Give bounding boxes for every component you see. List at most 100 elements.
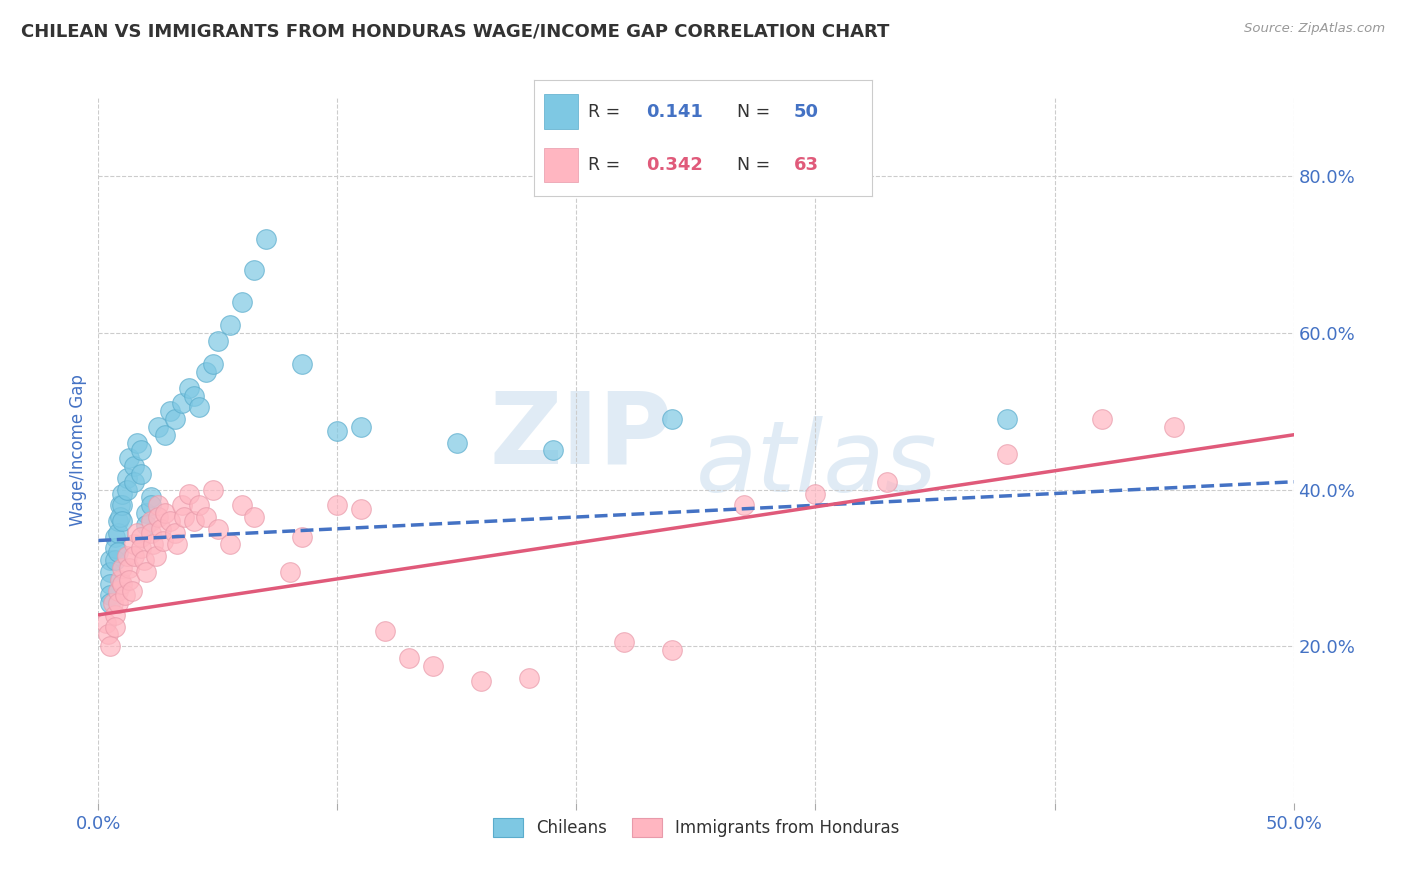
Point bbox=[661, 412, 683, 426]
Point bbox=[326, 424, 349, 438]
Text: R =: R = bbox=[588, 156, 626, 174]
Point bbox=[132, 553, 155, 567]
Point bbox=[98, 596, 122, 610]
Point bbox=[195, 510, 218, 524]
Point bbox=[124, 475, 146, 489]
Point bbox=[104, 553, 127, 567]
Point bbox=[131, 467, 153, 481]
Point bbox=[661, 643, 683, 657]
Point bbox=[155, 506, 177, 520]
Point bbox=[173, 510, 195, 524]
Point bbox=[139, 498, 162, 512]
Point bbox=[278, 565, 301, 579]
Point bbox=[142, 537, 165, 551]
Point bbox=[107, 545, 129, 559]
Text: 0.342: 0.342 bbox=[645, 156, 703, 174]
Point bbox=[108, 573, 131, 587]
Text: Source: ZipAtlas.com: Source: ZipAtlas.com bbox=[1244, 22, 1385, 36]
Point bbox=[163, 412, 186, 426]
Point bbox=[243, 510, 266, 524]
Point bbox=[326, 498, 349, 512]
Point bbox=[107, 584, 129, 599]
Point bbox=[98, 588, 122, 602]
Point bbox=[108, 498, 131, 512]
Point bbox=[111, 576, 134, 591]
Point bbox=[121, 584, 143, 599]
Point bbox=[98, 639, 122, 653]
Point bbox=[125, 435, 148, 450]
Point bbox=[1091, 412, 1114, 426]
Text: atlas: atlas bbox=[696, 416, 938, 513]
Point bbox=[118, 561, 141, 575]
Point bbox=[172, 396, 194, 410]
Point bbox=[1163, 420, 1185, 434]
Point bbox=[94, 615, 117, 630]
Point bbox=[733, 498, 755, 512]
Point bbox=[995, 412, 1018, 426]
Point bbox=[995, 447, 1018, 461]
Point bbox=[111, 486, 134, 500]
Point bbox=[131, 443, 153, 458]
Bar bbox=[544, 147, 578, 182]
Point bbox=[155, 427, 177, 442]
Text: 50: 50 bbox=[794, 103, 820, 120]
Point bbox=[163, 525, 186, 540]
Text: ZIP: ZIP bbox=[489, 388, 672, 485]
Point bbox=[104, 607, 127, 622]
Point bbox=[202, 357, 225, 371]
Point bbox=[124, 549, 146, 564]
Point bbox=[291, 530, 314, 544]
Point bbox=[231, 498, 253, 512]
Point bbox=[111, 514, 134, 528]
Point bbox=[207, 522, 229, 536]
Point bbox=[135, 565, 157, 579]
Point bbox=[115, 471, 138, 485]
Bar bbox=[544, 95, 578, 129]
Point bbox=[98, 553, 122, 567]
Point bbox=[179, 486, 201, 500]
Point bbox=[446, 435, 468, 450]
Point bbox=[195, 365, 218, 379]
Point bbox=[107, 525, 129, 540]
Point bbox=[243, 263, 266, 277]
Point bbox=[107, 514, 129, 528]
Point bbox=[254, 232, 277, 246]
Point bbox=[101, 596, 124, 610]
Point bbox=[804, 486, 827, 500]
Point bbox=[135, 517, 157, 532]
Point bbox=[131, 541, 153, 556]
Point bbox=[124, 537, 146, 551]
Point bbox=[139, 491, 162, 505]
Point bbox=[159, 514, 181, 528]
Point bbox=[125, 525, 148, 540]
Point bbox=[179, 381, 201, 395]
Point bbox=[98, 565, 122, 579]
Point bbox=[541, 443, 564, 458]
Text: N =: N = bbox=[737, 156, 776, 174]
Point bbox=[350, 420, 373, 434]
Point bbox=[104, 530, 127, 544]
Text: N =: N = bbox=[737, 103, 776, 120]
Point bbox=[183, 514, 205, 528]
Point bbox=[139, 514, 162, 528]
Point bbox=[98, 576, 122, 591]
Point bbox=[124, 459, 146, 474]
Point bbox=[148, 420, 170, 434]
Point bbox=[187, 498, 209, 512]
Point bbox=[149, 522, 172, 536]
Point bbox=[108, 510, 131, 524]
Point bbox=[115, 483, 138, 497]
Point bbox=[219, 537, 242, 551]
Text: R =: R = bbox=[588, 103, 626, 120]
Point bbox=[148, 510, 170, 524]
Point bbox=[159, 404, 181, 418]
Point bbox=[135, 506, 157, 520]
Point bbox=[148, 498, 170, 512]
Point bbox=[207, 334, 229, 348]
Point bbox=[187, 401, 209, 415]
Y-axis label: Wage/Income Gap: Wage/Income Gap bbox=[69, 375, 87, 526]
Point bbox=[876, 475, 898, 489]
Point bbox=[166, 537, 188, 551]
Point bbox=[114, 588, 136, 602]
Point bbox=[517, 671, 540, 685]
